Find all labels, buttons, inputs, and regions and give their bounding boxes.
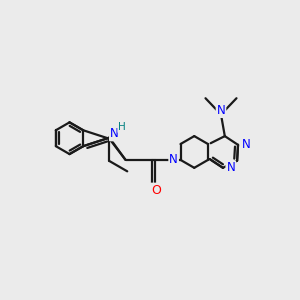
Text: N: N <box>110 128 119 140</box>
Text: N: N <box>242 138 250 152</box>
Text: N: N <box>217 104 225 117</box>
Text: O: O <box>151 184 161 196</box>
Text: N: N <box>169 153 178 167</box>
Text: N: N <box>226 161 235 174</box>
Text: H: H <box>118 122 126 132</box>
